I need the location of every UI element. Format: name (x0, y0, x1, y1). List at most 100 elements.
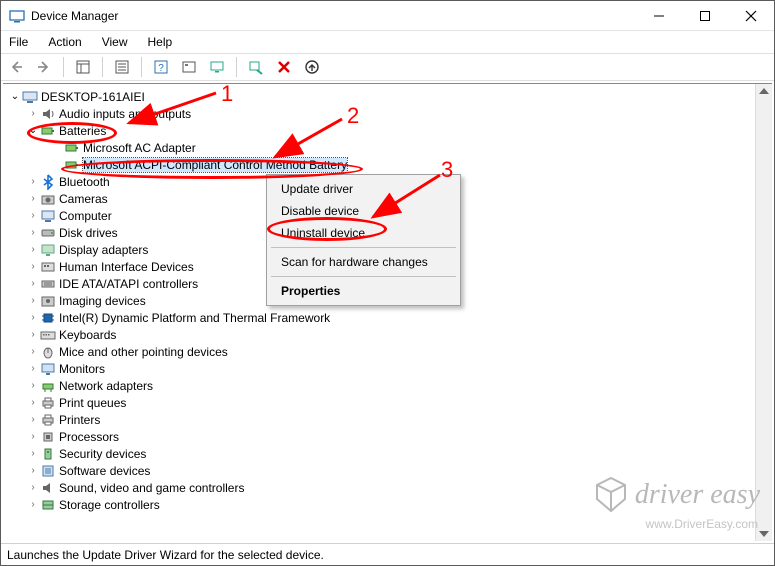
tree-item-audio[interactable]: › Audio inputs and outputs (3, 105, 755, 122)
show-hidden-button[interactable] (72, 56, 94, 78)
ctx-update-driver[interactable]: Update driver (269, 178, 458, 200)
ctx-disable-device[interactable]: Disable device (269, 200, 458, 222)
imaging-icon (40, 293, 56, 309)
ctx-scan-hardware[interactable]: Scan for hardware changes (269, 251, 458, 273)
chevron-right-icon[interactable]: › (27, 465, 39, 476)
tree-item-printers[interactable]: › Printers (3, 411, 755, 428)
maximize-button[interactable] (682, 1, 728, 31)
camera-icon (40, 191, 56, 207)
tree-root[interactable]: ⌄ DESKTOP-161AIEI (3, 88, 755, 105)
ctx-separator (271, 276, 456, 277)
ctx-properties[interactable]: Properties (269, 280, 458, 302)
chevron-right-icon[interactable]: › (27, 482, 39, 493)
update-button[interactable] (301, 56, 323, 78)
ide-icon (40, 276, 56, 292)
bluetooth-icon (40, 174, 56, 190)
network-icon (40, 378, 56, 394)
monitor-icon (40, 361, 56, 377)
chevron-right-icon[interactable]: › (27, 448, 39, 459)
titlebar: Device Manager (1, 1, 774, 31)
menu-file[interactable]: File (5, 33, 32, 51)
chevron-down-icon[interactable]: ⌄ (27, 125, 39, 136)
tree-item-batteries[interactable]: ⌄ Batteries (3, 122, 755, 139)
toolbar: ? (1, 53, 774, 81)
battery-icon (40, 123, 56, 139)
chevron-right-icon[interactable]: › (27, 278, 39, 289)
window-title: Device Manager (31, 9, 118, 23)
chip-icon (40, 310, 56, 326)
tree-item-label: Microsoft AC Adapter (83, 141, 196, 155)
mouse-icon (40, 344, 56, 360)
chevron-right-icon[interactable]: › (27, 108, 39, 119)
vertical-scrollbar[interactable] (755, 84, 772, 541)
computer-icon (40, 208, 56, 224)
action-button[interactable] (178, 56, 200, 78)
security-icon (40, 446, 56, 462)
chevron-right-icon[interactable]: › (27, 414, 39, 425)
device-manager-window: Device Manager File Action View Help ? (0, 0, 775, 566)
tree-item-mice[interactable]: › Mice and other pointing devices (3, 343, 755, 360)
disk-icon (40, 225, 56, 241)
monitor-button[interactable] (206, 56, 228, 78)
tree-item-printq[interactable]: › Print queues (3, 394, 755, 411)
chevron-right-icon[interactable]: › (27, 210, 39, 221)
menu-view[interactable]: View (98, 33, 132, 51)
battery-icon (64, 140, 80, 156)
sound-icon (40, 480, 56, 496)
tree-item-keyboards[interactable]: › Keyboards (3, 326, 755, 343)
app-icon (9, 8, 25, 24)
tree-item-monitors[interactable]: › Monitors (3, 360, 755, 377)
chevron-right-icon[interactable]: › (27, 227, 39, 238)
chevron-right-icon[interactable]: › (27, 295, 39, 306)
device-tree[interactable]: ⌄ DESKTOP-161AIEI › Audio inputs and out… (3, 84, 755, 541)
scan-button[interactable] (245, 56, 267, 78)
properties-button[interactable] (111, 56, 133, 78)
tree-item-label: Security devices (59, 447, 146, 461)
forward-button[interactable] (33, 56, 55, 78)
tree-item-label: Bluetooth (59, 175, 110, 189)
chevron-right-icon[interactable]: › (27, 499, 39, 510)
watermark-text: driver easy (635, 479, 760, 511)
processor-icon (40, 429, 56, 445)
chevron-down-icon[interactable]: ⌄ (9, 91, 21, 102)
tree-item-label: Software devices (59, 464, 150, 478)
tree-item-processors[interactable]: › Processors (3, 428, 755, 445)
chevron-right-icon[interactable]: › (27, 193, 39, 204)
delete-button[interactable] (273, 56, 295, 78)
chevron-right-icon[interactable]: › (27, 329, 39, 340)
tree-item-label: Keyboards (59, 328, 116, 342)
chevron-right-icon[interactable]: › (27, 312, 39, 323)
keyboard-icon (40, 327, 56, 343)
menu-action[interactable]: Action (44, 33, 85, 51)
menu-help[interactable]: Help (144, 33, 177, 51)
close-button[interactable] (728, 1, 774, 31)
tree-item-ac-adapter[interactable]: Microsoft AC Adapter (3, 139, 755, 156)
chevron-right-icon[interactable]: › (27, 431, 39, 442)
computer-icon (22, 89, 38, 105)
chevron-right-icon[interactable]: › (27, 397, 39, 408)
chevron-right-icon[interactable]: › (27, 363, 39, 374)
help-button[interactable]: ? (150, 56, 172, 78)
chevron-right-icon[interactable]: › (27, 244, 39, 255)
chevron-right-icon[interactable]: › (27, 176, 39, 187)
audio-icon (40, 106, 56, 122)
chevron-right-icon[interactable]: › (27, 346, 39, 357)
ctx-uninstall-device[interactable]: Uninstall device (269, 222, 458, 244)
statusbar: Launches the Update Driver Wizard for th… (1, 543, 774, 565)
software-icon (40, 463, 56, 479)
watermark-sub: www.DriverEasy.com (646, 517, 758, 531)
chevron-right-icon[interactable]: › (27, 261, 39, 272)
tree-item-label: Mice and other pointing devices (59, 345, 228, 359)
tree-item-intel[interactable]: › Intel(R) Dynamic Platform and Thermal … (3, 309, 755, 326)
tree-item-label: Human Interface Devices (59, 260, 194, 274)
back-button[interactable] (5, 56, 27, 78)
minimize-button[interactable] (636, 1, 682, 31)
tree-item-acpi-battery[interactable]: Microsoft ACPI-Compliant Control Method … (3, 156, 755, 173)
tree-item-label: Sound, video and game controllers (59, 481, 244, 495)
tree-item-security[interactable]: › Security devices (3, 445, 755, 462)
content-area: ⌄ DESKTOP-161AIEI › Audio inputs and out… (3, 83, 772, 541)
tree-item-label: Network adapters (59, 379, 153, 393)
tree-item-network[interactable]: › Network adapters (3, 377, 755, 394)
tree-item-label: Monitors (59, 362, 105, 376)
chevron-right-icon[interactable]: › (27, 380, 39, 391)
